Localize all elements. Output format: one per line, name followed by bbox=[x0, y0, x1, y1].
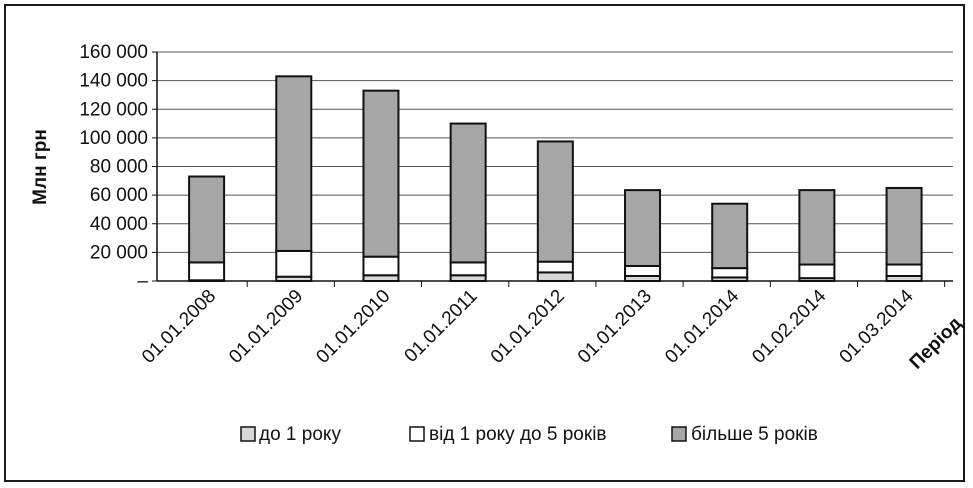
y-tick-label: 100 000 bbox=[79, 128, 148, 149]
x-axis-title: Період bbox=[906, 313, 966, 373]
bars bbox=[188, 75, 923, 283]
bar-segment bbox=[885, 186, 923, 266]
legend-label: більше 5 років bbox=[691, 424, 818, 445]
bar-segment bbox=[798, 263, 836, 280]
bar-segment bbox=[624, 189, 662, 267]
bar-segment bbox=[536, 140, 574, 263]
legend-swatch bbox=[671, 426, 687, 442]
bar-segment bbox=[624, 264, 662, 277]
y-tick-label: 120 000 bbox=[79, 99, 148, 120]
x-axis: 01.01.2008 01.01.2009 01.01.2010 01.01.2011… bbox=[138, 280, 953, 368]
x-tick-label: 01.01.2014 bbox=[661, 285, 743, 367]
bar-segment bbox=[275, 249, 313, 278]
bar-segment bbox=[798, 189, 836, 266]
legend: до 1 року від 1 року до 5 років більше 5 р… bbox=[240, 424, 818, 445]
bar-segment bbox=[711, 267, 749, 279]
y-tick-label: 140 000 bbox=[79, 71, 148, 92]
bar-segment bbox=[362, 89, 400, 258]
bar-segment bbox=[711, 202, 749, 270]
y-tick-label: 20 000 bbox=[90, 242, 148, 263]
x-tick-label: 01.01.2013 bbox=[574, 286, 656, 368]
bar-segment bbox=[188, 261, 226, 282]
bar-segment bbox=[536, 271, 574, 283]
bar-segment bbox=[449, 261, 487, 277]
legend-swatch bbox=[240, 426, 256, 442]
bar-segment bbox=[188, 175, 226, 264]
bar-segment bbox=[536, 260, 574, 274]
bar-segment bbox=[362, 255, 400, 277]
bar-segment bbox=[449, 122, 487, 264]
legend-label: від 1 року до 5 років bbox=[429, 424, 607, 445]
y-tick-label: 80 000 bbox=[90, 157, 148, 178]
bar-segment bbox=[275, 75, 313, 252]
y-axis-title: Млн грн bbox=[30, 129, 51, 205]
x-tick-label: 01.02.2014 bbox=[748, 285, 830, 367]
y-tick-label: – bbox=[137, 271, 148, 292]
legend-label: до 1 року bbox=[259, 424, 341, 445]
x-tick-label: 01.01.2009 bbox=[225, 286, 307, 368]
y-tick-label: 40 000 bbox=[90, 214, 148, 235]
y-tick-label: 160 000 bbox=[79, 42, 148, 63]
x-tick-label: 01.01.2010 bbox=[312, 286, 394, 368]
bar-segment bbox=[885, 263, 923, 277]
y-tick-label: 60 000 bbox=[90, 185, 148, 206]
x-tick-label: 01.01.2012 bbox=[487, 286, 569, 368]
x-tick-label: 01.01.2008 bbox=[138, 286, 220, 368]
x-tick-label: 01.03.2014 bbox=[836, 285, 918, 367]
y-axis: 160 000 140 000 120 000 100 000 80 000 60 000… bbox=[79, 42, 158, 292]
x-tick-label: 01.01.2011 bbox=[401, 286, 482, 367]
legend-swatch bbox=[409, 426, 425, 442]
